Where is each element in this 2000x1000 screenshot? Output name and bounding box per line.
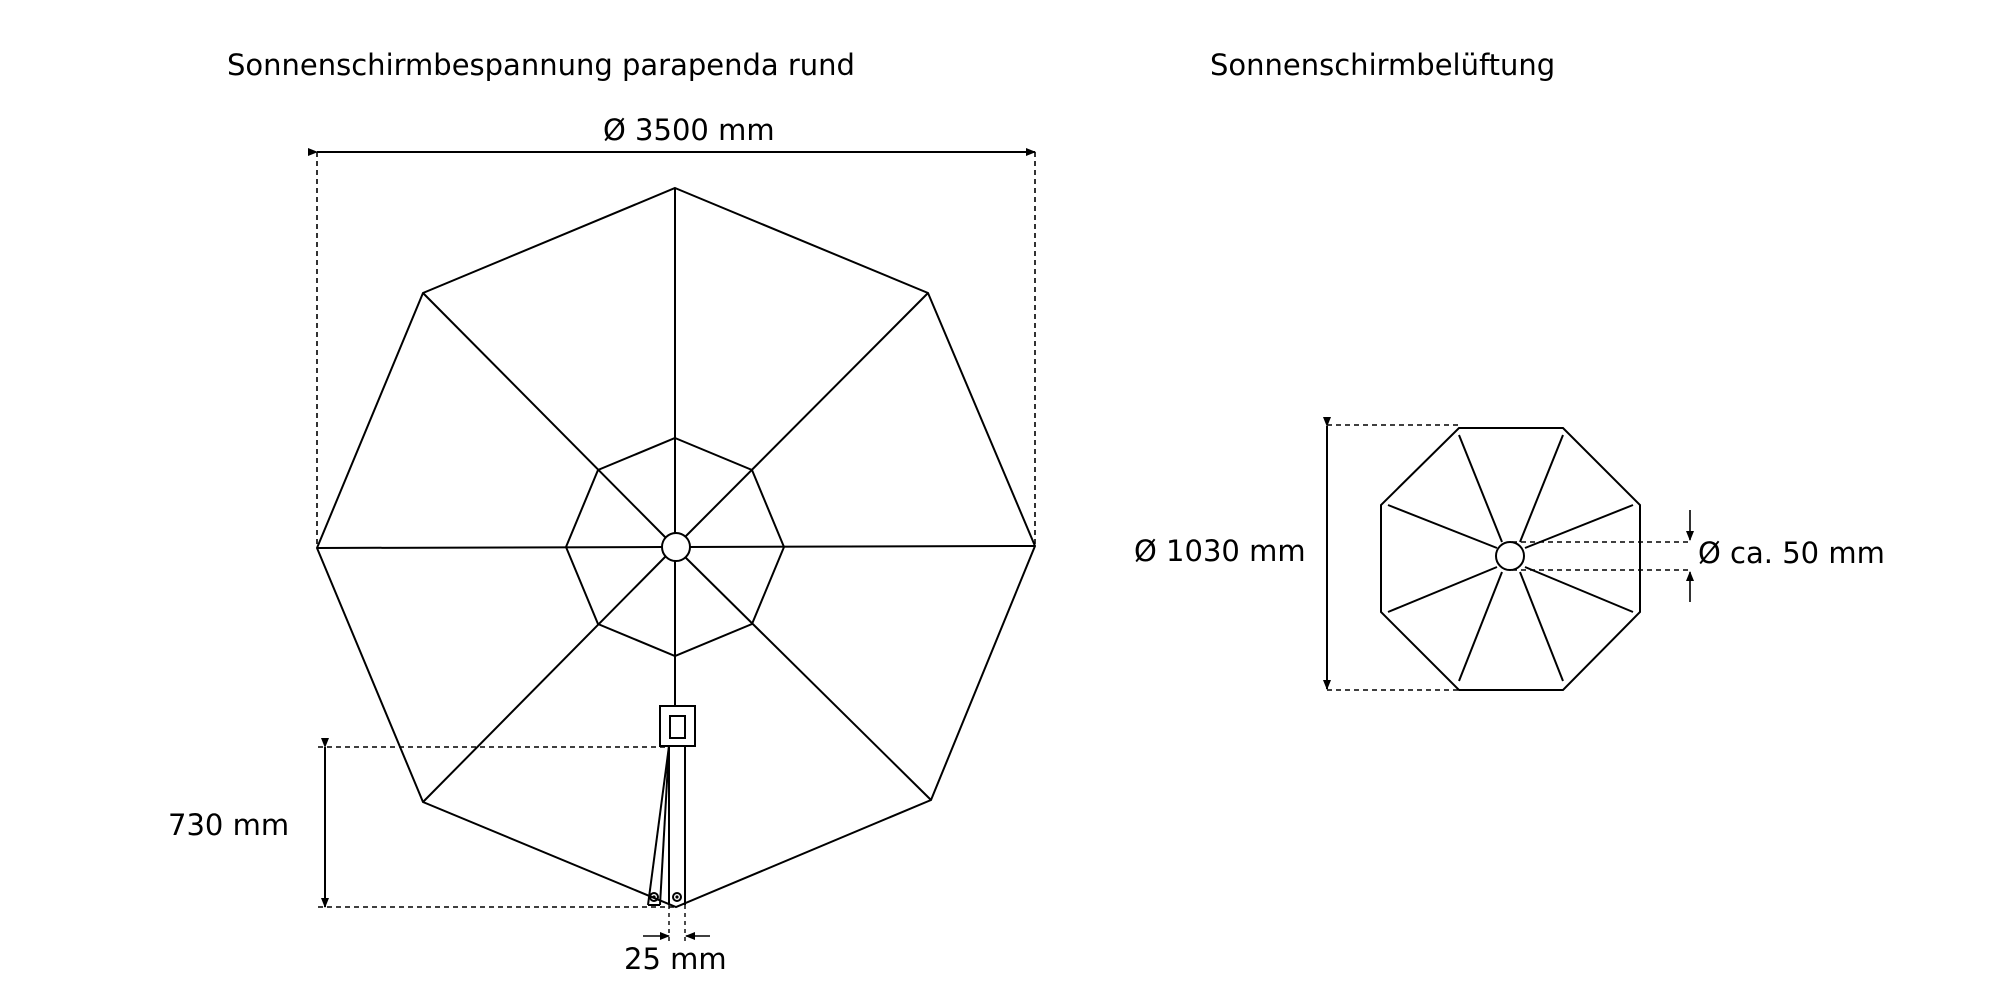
vent-ribs (1388, 435, 1633, 681)
canopy-ribs (317, 188, 1035, 802)
flap-height-label: 730 mm (168, 808, 290, 842)
canopy-pocket-inner (670, 716, 685, 738)
dimension-strap-gap (643, 905, 710, 944)
canopy-diameter-label: Ø 3500 mm (603, 113, 775, 147)
vent-diameter-label: Ø 1030 mm (1134, 534, 1306, 568)
canopy-center-hole (662, 533, 690, 561)
dimension-vent-hole (1512, 510, 1694, 602)
canopy-drawing (317, 188, 1035, 907)
vent-title: Sonnenschirmbelüftung (1210, 48, 1556, 82)
dimension-vent-diameter (1323, 417, 1459, 690)
strap-eyelet-left (650, 893, 658, 901)
canopy-straps (648, 746, 685, 905)
strap-gap-label: 25 mm (624, 942, 727, 976)
vent-drawing (1381, 428, 1640, 690)
vent-center-hole (1496, 542, 1524, 570)
canopy-pocket (660, 706, 695, 746)
canopy-title: Sonnenschirmbespannung parapenda rund (227, 48, 855, 82)
dimension-canopy-diameter (308, 148, 1036, 546)
dimension-flap-height (318, 738, 676, 908)
vent-hole-diameter-label: Ø ca. 50 mm (1698, 536, 1885, 570)
canopy-outline (317, 188, 1035, 907)
strap-eyelet-right (673, 893, 681, 901)
vent-outline (1381, 428, 1640, 690)
